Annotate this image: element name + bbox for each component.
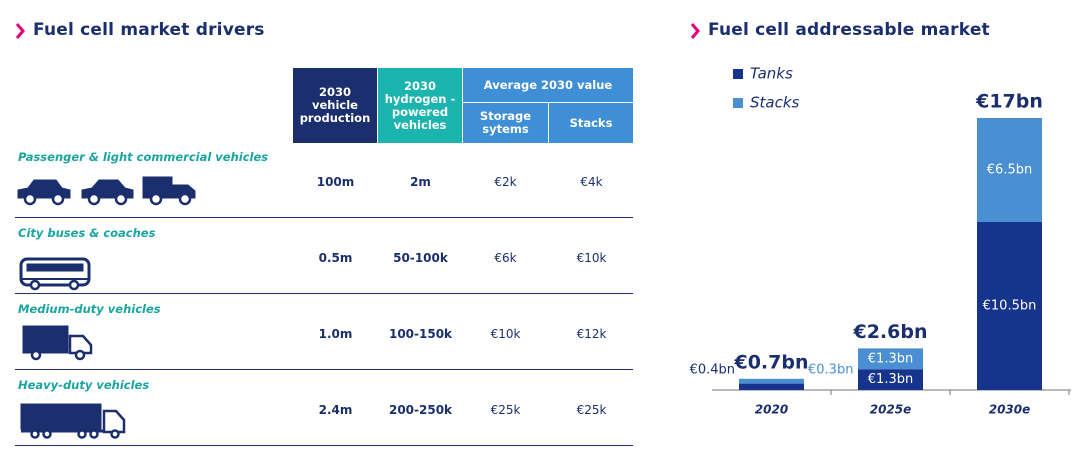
cell: 100m [316, 175, 355, 189]
bar-segment [858, 369, 923, 390]
cell: 100-150k [388, 327, 453, 341]
cell: 50-100k [393, 251, 448, 265]
chevron [15, 23, 25, 39]
header-cell: 2030 hydrogen -powered vehicles [378, 68, 462, 143]
bar-segment [858, 348, 923, 370]
x-tick-label: 2030e [989, 403, 1031, 417]
cell: €10k [490, 327, 521, 341]
row-separator [15, 217, 633, 218]
value-label: €0.3bn [808, 363, 853, 378]
x-tick-label: 2025e [870, 403, 912, 417]
row-separator [15, 445, 633, 446]
bus-icon [19, 257, 91, 291]
cell: 1.0m [318, 327, 353, 341]
total-label: €17bn [975, 91, 1043, 113]
chevron [690, 23, 700, 39]
value-label: €0.4bn [690, 363, 735, 378]
cell: 2.4m [318, 403, 353, 417]
cell: 0.5m [318, 251, 353, 265]
van-icon [142, 176, 196, 206]
cell: €10k [576, 251, 607, 265]
bar-segment [977, 118, 1042, 222]
row-label: Heavy-duty vehicles [18, 378, 150, 392]
car-icon [81, 179, 134, 206]
cell: 200-250k [388, 403, 453, 417]
cell: 2m [410, 175, 431, 189]
legend-swatch [733, 69, 743, 79]
left-title: Fuel cell market drivers [33, 20, 265, 40]
row-label: Medium-duty vehicles [18, 302, 161, 316]
value-label: €6.5bn [987, 163, 1032, 178]
cell: €25k [576, 403, 607, 417]
legend-label: Stacks [750, 94, 800, 112]
value-label: €10.5bn [983, 299, 1037, 314]
row-label: Passenger & light commercial vehicles [18, 150, 269, 164]
bar-segment [977, 222, 1042, 390]
truck-icon [22, 325, 93, 361]
heavy-truck-icon [20, 403, 126, 439]
bar-segment [739, 378, 804, 384]
bar-segment [739, 383, 804, 390]
cell: €2k [494, 175, 517, 189]
header-cell: Average 2030 value [463, 68, 633, 102]
right-title: Fuel cell addressable market [708, 20, 990, 40]
value-label: €1.3bn [868, 351, 913, 366]
total-label: €0.7bn [733, 351, 808, 373]
cell: €6k [494, 251, 517, 265]
cell: €4k [580, 175, 603, 189]
cell: €25k [490, 403, 521, 417]
total-label: €2.6bn [852, 321, 927, 343]
legend-swatch [733, 98, 743, 108]
row-label: City buses & coaches [18, 226, 156, 240]
car-icon [17, 179, 71, 206]
x-tick-label: 2020 [755, 403, 788, 417]
value-label: €1.3bn [868, 372, 913, 387]
vehicle-icons [17, 176, 196, 439]
subheader-cell: Stacks [549, 103, 633, 143]
row-separator [15, 369, 633, 370]
cell: €12k [576, 327, 607, 341]
row-separator [15, 293, 633, 294]
subheader-cell: Storage sytems [463, 103, 548, 143]
legend-label: Tanks [750, 65, 793, 83]
header-cell: 2030 vehicle production [293, 68, 377, 143]
